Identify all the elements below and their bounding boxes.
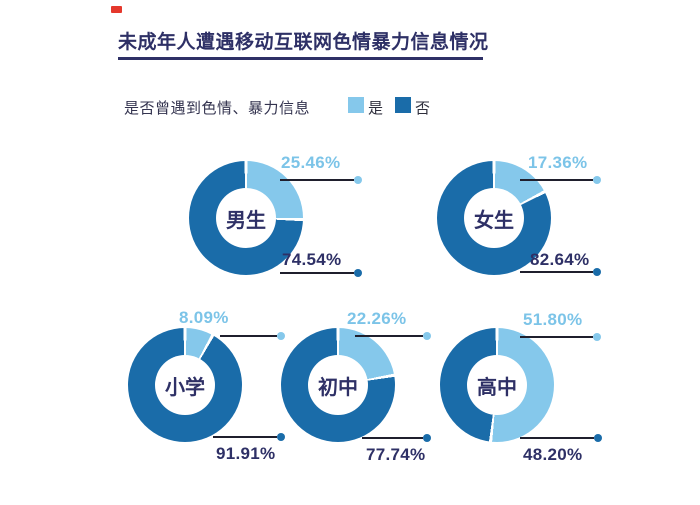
donut-chart-boys: 男生 25.46% 74.54% (189, 154, 362, 277)
legend-label-no: 否 (415, 100, 431, 117)
yes-line-dot (423, 332, 431, 340)
yes-percent-label: 8.09% (179, 308, 229, 327)
group-label: 小学 (165, 376, 205, 399)
no-leader-line (520, 434, 602, 442)
no-leader-line (213, 433, 285, 441)
yes-percent-label: 22.26% (347, 309, 407, 328)
yes-percent-label: 51.80% (523, 310, 583, 329)
group-label: 男生 (226, 209, 266, 232)
no-percent-label: 48.20% (523, 445, 583, 464)
no-line-dot (593, 268, 601, 276)
group-label: 高中 (477, 376, 517, 399)
donut-chart-junior-high: 初中 22.26% 77.74% (281, 310, 431, 464)
legend-label-yes: 是 (368, 100, 384, 117)
yes-line-dot (593, 333, 601, 341)
no-line-dot (594, 434, 602, 442)
no-leader-line (280, 269, 362, 277)
no-leader-line (362, 434, 431, 442)
no-percent-label: 91.91% (216, 444, 276, 463)
page-title: 未成年人遭遇移动互联网色情暴力信息情况 (118, 32, 489, 53)
no-line-dot (423, 434, 431, 442)
no-leader-line (520, 268, 601, 276)
yes-leader-line (355, 332, 431, 340)
legend-question: 是否曾遇到色情、暴力信息 (124, 100, 311, 117)
yes-leader-line (280, 176, 362, 184)
yes-leader-line (520, 333, 601, 341)
donut-ring (281, 328, 395, 442)
title-underline (118, 57, 483, 60)
donut-chart-girls: 女生 17.36% 82.64% (437, 154, 601, 276)
group-label: 初中 (318, 376, 358, 399)
donut-ring (189, 161, 303, 275)
donut-ring (440, 328, 554, 442)
yes-line-dot (354, 176, 362, 184)
no-line-dot (354, 269, 362, 277)
no-percent-label: 77.74% (366, 445, 426, 464)
no-percent-label: 82.64% (530, 250, 590, 269)
legend-swatch-yes (348, 97, 364, 113)
group-label: 女生 (474, 209, 514, 232)
legend-swatch-no (395, 97, 411, 113)
no-percent-label: 74.54% (282, 250, 342, 269)
donut-chart-senior-high: 高中 51.80% 48.20% (440, 311, 602, 464)
donut-chart-primary-school: 小学 8.09% 91.91% (128, 309, 285, 463)
red-accent-mark (111, 6, 122, 13)
yes-percent-label: 25.46% (281, 153, 341, 172)
yes-leader-line (220, 332, 285, 340)
yes-line-dot (277, 332, 285, 340)
no-line-dot (277, 433, 285, 441)
yes-leader-line (520, 176, 601, 184)
donut-ring (128, 328, 242, 442)
yes-line-dot (593, 176, 601, 184)
yes-percent-label: 17.36% (528, 153, 588, 172)
